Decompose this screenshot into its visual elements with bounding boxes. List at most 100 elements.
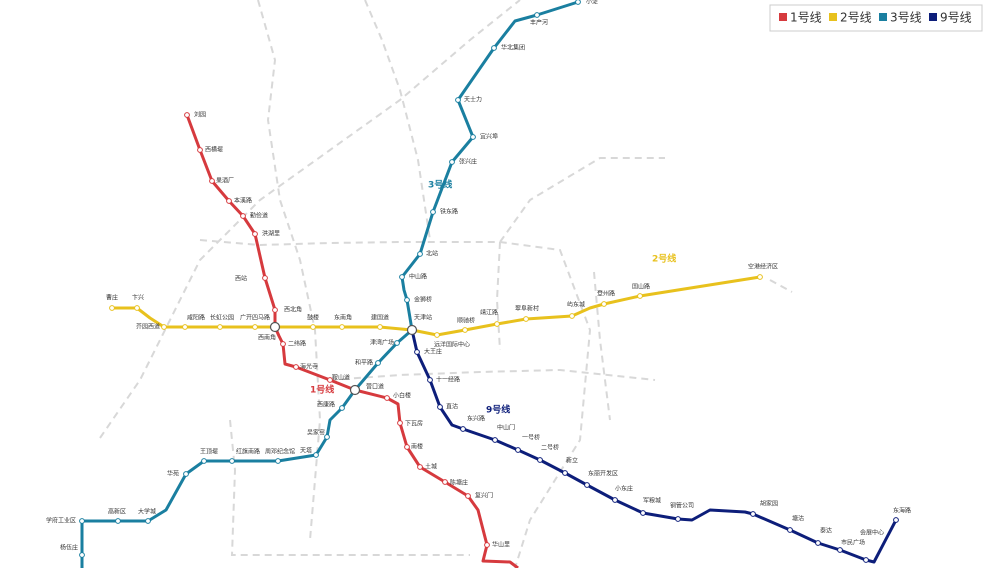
station-label: 东丽开发区: [588, 470, 618, 478]
station[interactable]: [79, 552, 85, 558]
station[interactable]: [430, 209, 436, 215]
station[interactable]: [293, 364, 299, 370]
station[interactable]: [601, 301, 607, 307]
station-label: 刘园: [194, 111, 206, 119]
station[interactable]: [310, 324, 316, 330]
station[interactable]: [397, 420, 403, 426]
legend-label[interactable]: 3号线: [890, 11, 922, 25]
station[interactable]: [275, 458, 281, 464]
station[interactable]: [252, 324, 258, 330]
station-label: 大学城: [138, 508, 156, 516]
station[interactable]: [417, 464, 423, 470]
station[interactable]: [837, 547, 843, 553]
station[interactable]: [815, 540, 821, 546]
station[interactable]: [217, 324, 223, 330]
station[interactable]: [201, 458, 207, 464]
station-label: 钢管公司: [670, 502, 694, 510]
station[interactable]: [109, 305, 115, 311]
station[interactable]: [183, 471, 189, 477]
station-label: 海光寺: [300, 363, 318, 371]
station[interactable]: [399, 274, 405, 280]
station[interactable]: [339, 324, 345, 330]
station[interactable]: [184, 112, 190, 118]
station[interactable]: [434, 332, 440, 338]
station[interactable]: [161, 324, 167, 330]
station[interactable]: [79, 518, 85, 524]
station[interactable]: [262, 275, 268, 281]
station[interactable]: [394, 340, 400, 346]
station[interactable]: [449, 159, 455, 165]
station[interactable]: [575, 0, 581, 5]
station[interactable]: [404, 297, 410, 303]
station[interactable]: [537, 457, 543, 463]
station[interactable]: [637, 293, 643, 299]
station[interactable]: [460, 426, 466, 432]
station[interactable]: [675, 516, 681, 522]
station[interactable]: [534, 12, 540, 18]
transfer-station[interactable]: [269, 321, 281, 333]
station[interactable]: [612, 497, 618, 503]
station[interactable]: [384, 395, 390, 401]
legend-swatch[interactable]: [779, 13, 787, 21]
station[interactable]: [465, 493, 471, 499]
station[interactable]: [339, 405, 345, 411]
station[interactable]: [484, 542, 490, 548]
station[interactable]: [404, 444, 410, 450]
legend-label[interactable]: 1号线: [790, 11, 822, 25]
station[interactable]: [470, 134, 476, 140]
station[interactable]: [492, 437, 498, 443]
station[interactable]: [569, 313, 575, 319]
station[interactable]: [324, 434, 330, 440]
metro-line: [80, 0, 579, 568]
legend-box: [769, 4, 983, 32]
station[interactable]: [209, 178, 215, 184]
station-label: 咸阳路: [187, 314, 205, 322]
station[interactable]: [787, 527, 793, 533]
legend-swatch[interactable]: [829, 13, 837, 21]
station[interactable]: [280, 341, 286, 347]
station[interactable]: [515, 447, 521, 453]
station[interactable]: [229, 458, 235, 464]
station-label: 市民广场: [841, 539, 865, 547]
station[interactable]: [462, 327, 468, 333]
legend-label[interactable]: 9号线: [940, 11, 972, 25]
station[interactable]: [417, 251, 423, 257]
station[interactable]: [455, 97, 461, 103]
station[interactable]: [375, 360, 381, 366]
station[interactable]: [584, 482, 590, 488]
station[interactable]: [115, 518, 121, 524]
station[interactable]: [491, 45, 497, 51]
legend-label[interactable]: 2号线: [840, 11, 872, 25]
station-label: 二纬路: [288, 340, 306, 348]
station[interactable]: [252, 231, 258, 237]
station[interactable]: [313, 452, 319, 458]
station[interactable]: [182, 324, 188, 330]
legend-swatch[interactable]: [929, 13, 937, 21]
station[interactable]: [750, 511, 756, 517]
station[interactable]: [437, 404, 443, 410]
station[interactable]: [226, 198, 232, 204]
station[interactable]: [414, 349, 420, 355]
legend-swatch[interactable]: [879, 13, 887, 21]
station[interactable]: [562, 470, 568, 476]
station[interactable]: [427, 377, 433, 383]
station[interactable]: [757, 274, 763, 280]
transfer-station[interactable]: [406, 324, 418, 336]
station[interactable]: [197, 147, 203, 153]
station[interactable]: [327, 377, 333, 383]
station-label: 天士力: [464, 96, 482, 104]
transfer-station[interactable]: [349, 384, 361, 396]
station[interactable]: [145, 518, 151, 524]
station[interactable]: [863, 557, 869, 563]
station[interactable]: [494, 321, 500, 327]
station[interactable]: [377, 324, 383, 330]
station[interactable]: [272, 307, 278, 313]
planned-line: [364, 0, 431, 241]
station[interactable]: [134, 305, 140, 311]
station-label: 红旗南路: [236, 448, 260, 456]
station[interactable]: [240, 213, 246, 219]
station[interactable]: [523, 316, 529, 322]
station[interactable]: [442, 479, 448, 485]
station[interactable]: [893, 517, 899, 523]
station[interactable]: [640, 510, 646, 516]
